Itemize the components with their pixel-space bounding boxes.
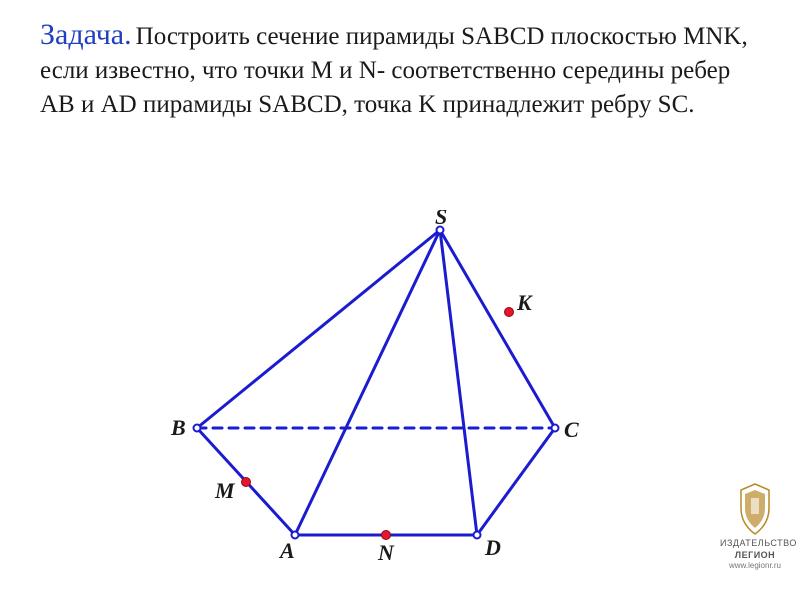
legion-icon <box>735 482 775 536</box>
svg-text:N: N <box>377 540 395 565</box>
publisher-label: ИЗДАТЕЛЬСТВО <box>720 538 790 548</box>
svg-text:M: M <box>214 478 236 503</box>
svg-text:B: B <box>170 415 186 440</box>
svg-text:D: D <box>484 535 501 560</box>
problem-title: Задача. <box>40 18 132 51</box>
publisher-url: www.legionr.ru <box>720 561 790 570</box>
svg-text:A: A <box>278 538 295 563</box>
publisher-name: ЛЕГИОН <box>720 550 790 560</box>
problem-text: Построить сечение пирамиды SABCD плоскос… <box>40 23 748 118</box>
svg-text:S: S <box>435 210 447 229</box>
diagram-svg: S A B C D M N K <box>155 210 615 570</box>
publisher-logo: ИЗДАТЕЛЬСТВО ЛЕГИОН www.legionr.ru <box>720 482 790 570</box>
pyramid-diagram: S A B C D M N K <box>155 210 615 570</box>
svg-text:K: K <box>516 290 533 315</box>
svg-text:C: C <box>564 417 579 442</box>
